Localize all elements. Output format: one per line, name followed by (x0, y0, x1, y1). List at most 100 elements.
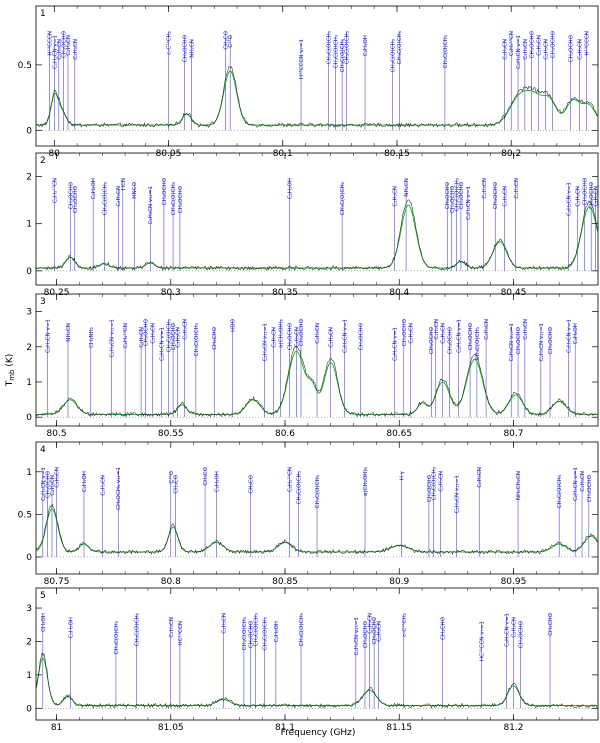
line-label: C₂H₃CN v₁₁=1 (539, 323, 545, 362)
line-label: a(CH₂OH)₂ (363, 467, 369, 496)
line-label: C₂H₅CN (73, 39, 79, 60)
line-label: CH₃CO (249, 474, 255, 493)
line-label: C₂H₅CN (484, 319, 490, 340)
line-label: CH₃OCHO (516, 326, 522, 354)
panel-number: 2 (40, 156, 46, 166)
line-label: C₂H₃CN (502, 39, 508, 60)
line-label: CH₃C(O)CH₃ (345, 31, 351, 64)
line-label: CH₃OCHO (372, 616, 378, 644)
line-label: C₂H₃OH (91, 178, 97, 199)
line-label: C₂H₅CN (176, 327, 182, 348)
line-label: CH₃C(O)CH₃ (454, 178, 460, 211)
line-label: C₂H₅CN (594, 186, 600, 207)
y-tick-label: 0 (26, 704, 32, 714)
line-label: c-C¹³CH₂ (166, 31, 173, 55)
line-label: H γ (400, 470, 406, 480)
y-tick-label: 1 (26, 671, 32, 681)
line-label: C₂H₃CN v₁₁=1 (109, 319, 115, 358)
line-label: HC¹³CCN (177, 621, 184, 646)
line-label: CH₃CO (173, 474, 179, 493)
line-label: CH₃C(O)CH₃ (114, 621, 120, 654)
line-label: c-C¹³CH₂ (401, 613, 408, 637)
y-tick-label: 3 (26, 308, 32, 318)
line-label: CH₃OCHO (358, 322, 364, 350)
line-label: HCN (121, 178, 127, 190)
x-tick-label: 80.65 (386, 429, 412, 439)
x-tick-label: 80.55 (158, 429, 184, 439)
y-tick-label: 0.5 (18, 61, 32, 71)
line-label: C₂H₅OH (82, 471, 88, 492)
panel-number: 1 (40, 9, 46, 19)
line-label: H¹³CCCN (47, 31, 54, 56)
line-label: C₂H₅CN (272, 327, 278, 348)
panel-frame (35, 152, 599, 286)
y-tick-label: 2 (26, 173, 32, 183)
y-tick-label: 0 (26, 126, 32, 136)
line-label: C₂H₅CN v=1 (41, 467, 47, 501)
x-tick-label: 80.3 (161, 288, 181, 298)
line-label: C₂H₅CN v=1 (52, 35, 58, 69)
line-label: C₂H₃CN v₁₁=1 (262, 323, 268, 362)
line-label: C₂H₃CN (66, 35, 72, 56)
panel-3: C₂H₅CN v=1 NH₂CN CH₃NH₂ C₂H₃CN v₁₁=1 C₂H₅¹³C… (26, 293, 599, 439)
x-tick-label: 81.15 (386, 723, 412, 733)
line-label: C₂H₅CN v=1 (160, 327, 166, 361)
line-label: CH₃OCHO (530, 30, 536, 58)
line-label: CH₃OCHO (589, 181, 595, 209)
line-label: C₂H₃CN (151, 323, 157, 344)
x-tick-label: 80.9 (389, 577, 409, 587)
line-label: HDO (230, 318, 236, 332)
line-label: CH₃C(O)CH₃ (135, 613, 141, 646)
observed-spectrum (36, 503, 598, 555)
line-label: C₂H₅¹³CN (508, 31, 515, 56)
y-tick-label: 0.5 (18, 510, 32, 520)
line-label: C₂H₃OH (288, 178, 294, 199)
line-label: C₂H₃CN (537, 35, 543, 56)
line-label: C₂H₅CN (139, 327, 145, 348)
line-label: C₂H₅OH (68, 617, 74, 638)
panel-frame (35, 587, 599, 721)
line-label: CH₃OCHO (569, 34, 575, 62)
line-label: CH₃OH (41, 613, 47, 632)
line-markers: C₂H₅¹³CN CH₃OCHO CH₃OCHO C₂H₃OH CH₃C(O)CH₃ C₂… (51, 177, 600, 271)
line-label: C₂H₅CN (482, 178, 488, 199)
line-label: C₂H₃CN (511, 617, 517, 638)
y-tick-label: 3 (26, 604, 32, 614)
line-label: C₂H₃CN v₁₁=1 (148, 186, 154, 225)
x-tick-label: 81.2 (503, 723, 523, 733)
line-label: C₂H₅CN (315, 323, 321, 344)
line-label: CH₃OCHO (144, 318, 150, 346)
x-tick-label: 80.45 (501, 288, 527, 298)
line-label: CH₃OCHO (171, 322, 177, 350)
line-label: CH₃OCHO (249, 620, 255, 648)
line-label: CH₃OCHO (427, 474, 433, 502)
x-tick-label: 80.7 (503, 429, 523, 439)
line-label: C₂H₅CN (409, 323, 415, 344)
line-label: CH₃OCHO (288, 322, 294, 350)
line-label: C₂H₅CN v=1 (566, 319, 572, 353)
line-label: CH₃OCHO (68, 181, 74, 209)
y-axis-label: Tmb (K) (5, 354, 16, 388)
observed-spectrum (36, 652, 598, 709)
x-tick-label: 80.75 (44, 577, 70, 587)
line-label: C₂H₅¹³CN (287, 467, 294, 492)
panel-frame (35, 5, 599, 147)
line-label: H¹³CCCN (584, 31, 591, 56)
line-label: CH₃OCHO (550, 30, 556, 58)
panel-2: C₂H₅¹³CN CH₃OCHO CH₃OCHO C₂H₃OH CH₃C(O)CH₃ C₂… (26, 152, 600, 298)
line-label: C₂H₃CN v₁₅=1 (354, 617, 360, 656)
line-label: C₂H₅CN (169, 617, 175, 638)
x-tick-label: 80.25 (44, 288, 70, 298)
panel-frame (35, 441, 599, 575)
line-label: NH₂CH₂CN (516, 471, 522, 500)
line-label: CH₃C(O)CH₃ (103, 182, 109, 215)
line-label: C₂H₃CN (100, 475, 106, 496)
line-label: CH₃OCHO (518, 620, 524, 648)
line-label: CH₃OCHO (61, 30, 67, 58)
x-tick-label: 80.15 (384, 149, 410, 159)
x-tick-label: 81.05 (158, 723, 184, 733)
line-markers: C₂H₅CN v=1 NH₂CN CH₃NH₂ C₂H₃CN v₁₁=1 C₂H₅¹³C… (45, 318, 579, 418)
line-label: C₂H₅¹³CN (51, 178, 58, 203)
